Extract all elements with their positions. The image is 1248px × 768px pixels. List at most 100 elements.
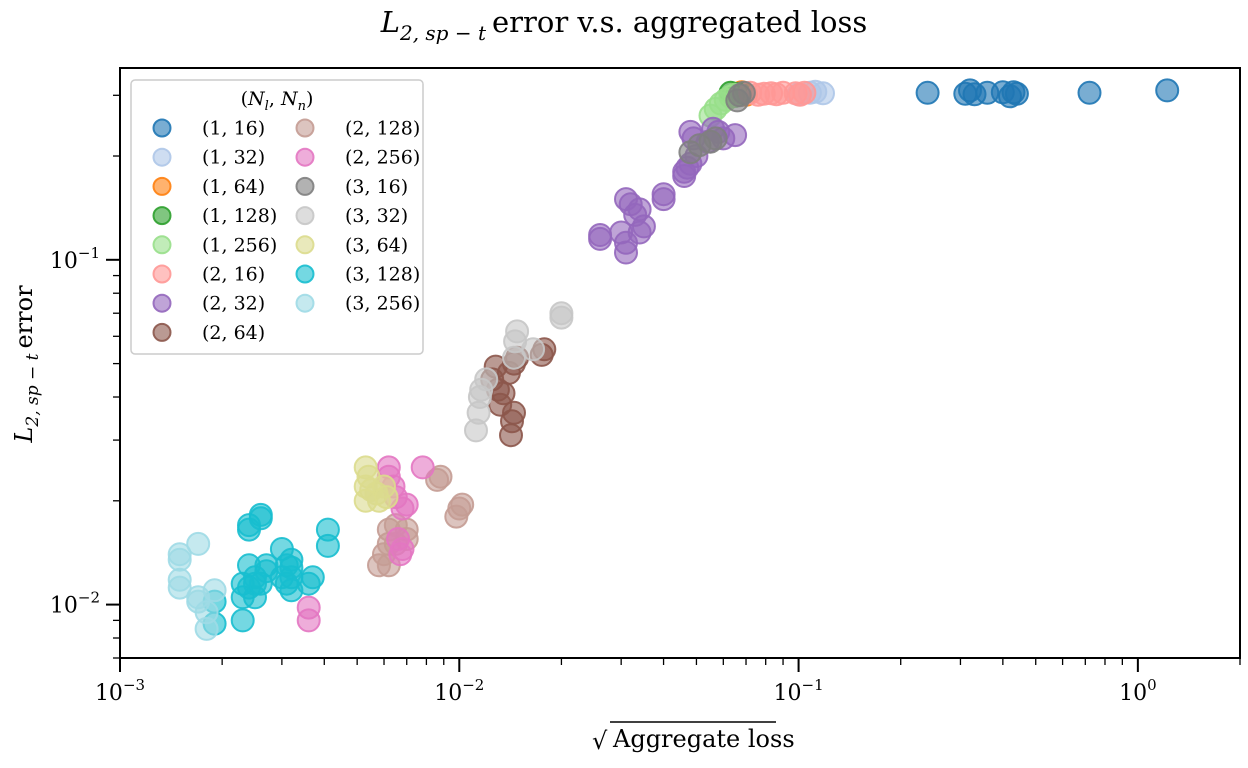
data-point xyxy=(450,492,475,517)
legend-entry: (1, 16) xyxy=(152,118,265,140)
series-group xyxy=(738,80,817,107)
legend-marker xyxy=(152,322,172,342)
x-tick-label: 10−1 xyxy=(774,676,824,706)
data-point xyxy=(792,80,817,105)
data-point xyxy=(374,485,399,510)
legend-entry: (3, 16) xyxy=(295,176,408,198)
data-point xyxy=(186,531,211,556)
legend-entry: (2, 128) xyxy=(295,118,420,140)
y-tick-label: 10−1 xyxy=(50,244,100,274)
legend-entries: (1, 16) (1, 32) (1, 64) (1, 128) (1, 256) (2,… xyxy=(152,118,420,344)
legend-label: (1, 128) xyxy=(202,205,277,227)
legend-marker xyxy=(295,235,315,255)
legend-entry: (2, 32) xyxy=(152,293,265,315)
data-point xyxy=(723,123,748,148)
legend-marker xyxy=(295,118,315,138)
legend-label: (2, 16) xyxy=(202,264,265,286)
legend-entry: (2, 16) xyxy=(152,264,265,286)
series-group xyxy=(296,455,435,633)
legend-title: (Nl, Nn) xyxy=(241,88,314,114)
legend-marker xyxy=(295,264,315,284)
legend-entry: (2, 64) xyxy=(152,322,265,344)
legend-marker xyxy=(152,118,172,138)
data-point xyxy=(521,337,546,362)
data-point xyxy=(703,126,728,151)
data-point xyxy=(202,578,227,603)
legend-marker xyxy=(152,147,172,167)
data-point xyxy=(410,455,435,480)
legend-marker xyxy=(152,293,172,313)
data-point xyxy=(502,400,526,425)
data-point xyxy=(248,506,273,531)
data-point xyxy=(1077,80,1102,105)
legend-entry: (3, 256) xyxy=(295,293,420,315)
legend-marker xyxy=(295,147,315,167)
legend-marker xyxy=(152,206,172,226)
legend-entry: (3, 128) xyxy=(295,264,420,286)
legend-entry: (1, 64) xyxy=(152,176,265,198)
x-tick-label: 100 xyxy=(1119,676,1157,706)
data-point xyxy=(167,567,192,592)
legend-entry: (3, 32) xyxy=(295,205,408,227)
legend-marker xyxy=(295,293,315,313)
legend-label: (1, 32) xyxy=(202,147,265,169)
series-group xyxy=(915,78,1180,109)
data-point xyxy=(315,533,340,558)
y-tick-label: 10−2 xyxy=(50,589,100,619)
data-point xyxy=(167,542,192,567)
y-axis-ticks: 10−2 10−1 xyxy=(50,94,120,659)
legend-label: (3, 64) xyxy=(345,234,408,256)
legend-label: (1, 16) xyxy=(202,118,265,140)
data-point xyxy=(588,226,613,251)
legend-marker xyxy=(152,235,172,255)
legend-label: (3, 16) xyxy=(345,176,408,198)
data-point xyxy=(230,608,255,633)
data-point xyxy=(394,492,419,517)
data-point xyxy=(279,547,304,572)
data-point xyxy=(631,214,656,239)
legend-entry: (1, 128) xyxy=(152,205,277,227)
y-axis-label: L2, sp − terror xyxy=(10,285,43,444)
legend-entry: (1, 256) xyxy=(152,234,277,256)
legend-entry: (3, 64) xyxy=(295,234,408,256)
legend-marker xyxy=(295,176,315,196)
legend-label: (3, 128) xyxy=(345,264,420,286)
legend-label: (2, 64) xyxy=(202,322,265,344)
data-point xyxy=(1155,78,1180,103)
data-point xyxy=(1004,81,1029,106)
legend-label: (1, 256) xyxy=(202,234,277,256)
data-point xyxy=(474,367,499,392)
legend-entry: (1, 32) xyxy=(152,147,265,169)
x-axis-ticks: 10−3 10−2 10−1 100 xyxy=(95,658,1241,706)
data-points xyxy=(167,78,1180,641)
series-group xyxy=(464,301,574,443)
legend-label: (2, 128) xyxy=(345,118,420,140)
legend-entry: (2, 256) xyxy=(295,147,420,169)
legend-label: (2, 32) xyxy=(202,293,265,315)
x-tick-label: 10−3 xyxy=(95,676,145,706)
data-point xyxy=(651,187,676,212)
x-axis-radical: √ xyxy=(592,727,608,755)
data-point xyxy=(194,600,219,625)
legend-marker xyxy=(152,176,172,196)
legend-marker xyxy=(295,206,315,226)
legend-box xyxy=(130,79,424,355)
legend-label: (3, 256) xyxy=(345,293,420,315)
data-point xyxy=(353,488,378,513)
legend: (Nl, Nn) (1, 16)(1, 32)(1, 64)(1, 128)(1… xyxy=(130,79,424,355)
legend-marker xyxy=(152,264,172,284)
data-point xyxy=(296,608,321,633)
data-point xyxy=(300,565,325,590)
data-point xyxy=(390,537,415,561)
series-group xyxy=(353,455,399,513)
series-group xyxy=(167,531,227,641)
x-axis-label-text: Aggregate loss xyxy=(612,725,795,753)
legend-label: (2, 256) xyxy=(345,147,420,169)
data-point xyxy=(731,80,756,105)
legend-label: (3, 32) xyxy=(345,205,408,227)
chart-title: L2, sp − t error v.s. aggregated loss xyxy=(380,5,868,45)
x-axis-label: √ Aggregate loss xyxy=(592,721,795,755)
data-point xyxy=(549,301,574,326)
series-group xyxy=(678,80,756,165)
